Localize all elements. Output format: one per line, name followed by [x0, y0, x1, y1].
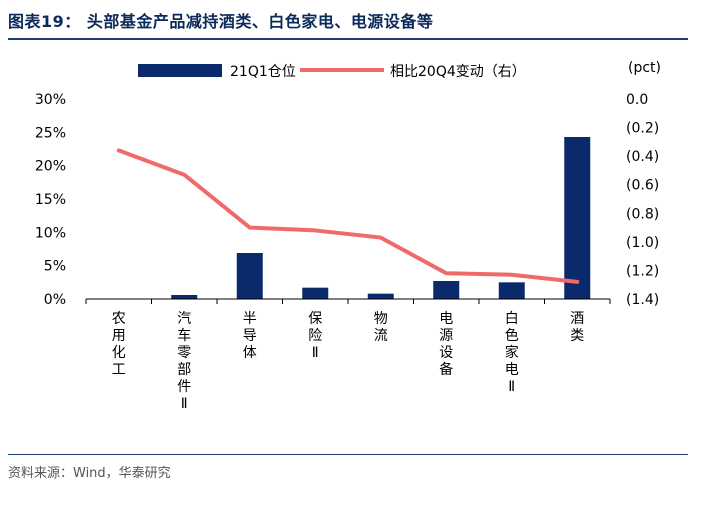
bar [171, 295, 198, 299]
left-axis-tick-label: 10% [35, 225, 66, 241]
category-label-char: 险 [308, 328, 322, 344]
left-axis-tick-label: 25% [35, 125, 66, 141]
bar [564, 137, 591, 299]
category-label-char: 设 [439, 345, 453, 361]
bar [302, 287, 329, 299]
category-label-char: 类 [570, 328, 584, 344]
chart-title: 图表19： 头部基金产品减持酒类、白色家电、电源设备等 [8, 12, 434, 31]
x-axis [85, 298, 611, 304]
category-label-char: 保 [308, 311, 322, 327]
right-axis-unit: (pct) [628, 60, 661, 76]
left-axis-tick-label: 15% [35, 192, 66, 208]
right-axis-tick-label: (0.8) [626, 206, 659, 222]
left-axis-tick-label: 5% [44, 259, 66, 275]
category-label-char: 件 [177, 379, 191, 395]
category-label-char: Ⅱ [181, 396, 188, 412]
bar [498, 282, 525, 299]
category-label: 物流 [374, 311, 388, 344]
category-label-char: 体 [243, 345, 257, 361]
category-label-char: 零 [177, 345, 191, 361]
bar [236, 253, 263, 299]
right-axis-tick-label: (0.4) [626, 149, 659, 165]
category-label-char: 部 [177, 362, 191, 378]
category-label: 酒类 [570, 311, 584, 344]
series-line [116, 148, 580, 284]
line-series [116, 148, 580, 284]
right-axis-tick-label: (0.2) [626, 121, 659, 137]
category-label-char: 半 [243, 311, 257, 327]
right-axis-tick-label: (1.0) [626, 235, 659, 251]
legend-bar-label: 21Q1仓位 [230, 64, 296, 80]
legend-line-label: 相比20Q4变动（右） [390, 64, 526, 80]
category-label-char: 白 [505, 311, 519, 327]
category-label-char: 电 [439, 311, 453, 327]
legend: 21Q1仓位 相比20Q4变动（右） [138, 64, 526, 80]
category-label-char: Ⅱ [312, 345, 319, 361]
category-label-char: 导 [243, 328, 257, 344]
category-label-char: 汽 [177, 311, 191, 327]
left-axis-ticks: 0% 5% 10% 15% 20% 25% 30% [35, 92, 66, 308]
category-label-char: 色 [505, 327, 519, 344]
right-axis-tick-label: 0.0 [626, 92, 648, 108]
bar [433, 281, 460, 299]
left-axis-tick-label: 20% [35, 159, 66, 175]
category-label-char: Ⅱ [508, 379, 515, 395]
source-note: 资料来源：Wind，华泰研究 [8, 466, 171, 481]
category-label: 汽车零部件 Ⅱ [177, 311, 191, 412]
category-label-char: 酒 [570, 311, 584, 327]
category-label: 农用化工 [112, 311, 126, 378]
category-label-char: 备 [439, 361, 453, 378]
category-label-char: 工 [112, 362, 126, 378]
category-label-char: 流 [374, 328, 388, 344]
category-label-char: 车 [177, 327, 191, 344]
category-label-char: 物 [374, 311, 388, 327]
category-label-char: 农 [112, 311, 126, 327]
title-divider [8, 38, 688, 40]
category-label-char: 源 [439, 328, 453, 344]
bar [367, 293, 394, 299]
category-label-char: 化 [112, 345, 126, 361]
category-label-char: 用 [112, 328, 126, 344]
category-label-char: 电 [505, 362, 519, 378]
bar-series [171, 137, 591, 299]
right-axis-tick-label: (1.4) [626, 292, 659, 308]
right-axis-ticks: 0.0 (0.2) (0.4) (0.6) (0.8) (1.0) (1.2) (1.4) [626, 92, 659, 308]
category-label-char: 家 [505, 344, 519, 361]
right-axis-tick-label: (1.2) [626, 263, 659, 279]
right-axis-tick-label: (0.6) [626, 178, 659, 194]
legend-bar-swatch [138, 64, 222, 77]
category-label: 半导体 [243, 311, 257, 361]
category-label: 保险 Ⅱ [308, 311, 322, 361]
left-axis-tick-label: 30% [35, 92, 66, 108]
category-label: 白色家电 Ⅱ [505, 311, 519, 395]
footer-divider [8, 454, 688, 455]
left-axis-tick-label: 0% [44, 292, 66, 308]
category-label: 电源设备 [439, 311, 453, 378]
